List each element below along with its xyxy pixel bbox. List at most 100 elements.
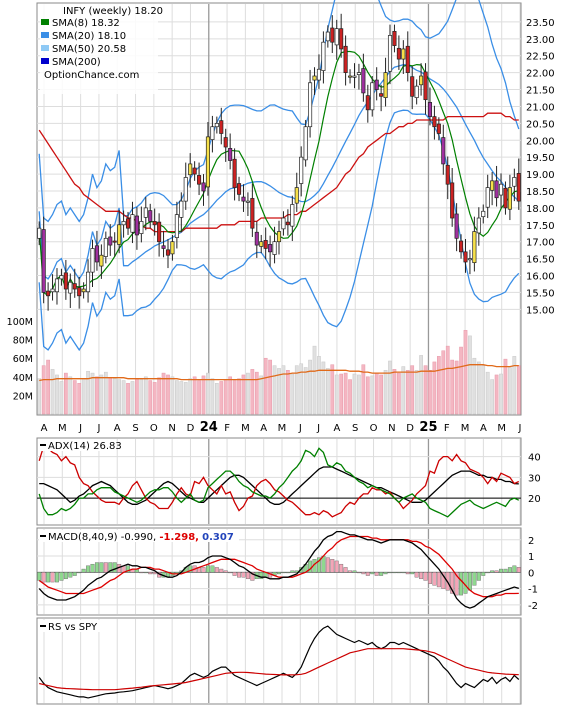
- volume-bar: [334, 374, 339, 415]
- volume-bar: [166, 374, 170, 415]
- macd-histogram-bar: [237, 572, 242, 578]
- sma20-line: [38, 64, 520, 281]
- rs-legend: RS vs SPY: [39, 620, 107, 633]
- volume-bar: [401, 366, 406, 415]
- volume-bar: [55, 374, 59, 415]
- month-label: A: [260, 423, 267, 434]
- volume-bar: [303, 367, 308, 415]
- volume-bar: [437, 356, 441, 415]
- volume-bar: [268, 359, 272, 415]
- macd-tick-label: -1: [528, 585, 538, 596]
- volume-bar: [441, 350, 446, 415]
- macd-histogram-bar: [250, 572, 255, 581]
- volume-bar: [232, 380, 237, 415]
- candle-body: [152, 221, 157, 226]
- candle-body: [392, 31, 397, 46]
- volume-bar: [339, 373, 344, 415]
- candle-body: [339, 28, 344, 50]
- adx-legend: ADX(14) 26.83: [39, 439, 122, 452]
- macd-histogram-bar: [432, 572, 437, 586]
- volume-tick-label: 80M: [13, 336, 33, 347]
- candle-body: [503, 187, 508, 209]
- macd-histogram-bar: [77, 572, 82, 574]
- volume-bar: [512, 356, 517, 415]
- volume-bar: [330, 364, 335, 415]
- macd-tick-label: 1: [528, 552, 534, 563]
- month-label: M: [58, 423, 67, 434]
- volume-bar: [254, 371, 259, 415]
- candle-body: [72, 283, 77, 290]
- macd-title: MACD(8,40,9) -0.990, -1.298, 0.307: [48, 532, 234, 543]
- volume-bar: [86, 370, 90, 415]
- candle-body: [41, 229, 46, 293]
- candle-body: [134, 215, 139, 236]
- macd-histogram-bar: [94, 562, 99, 573]
- candle-body: [441, 137, 446, 165]
- candle-body: [481, 210, 486, 218]
- macd-histogram-bar: [334, 560, 339, 573]
- macd-histogram-bar: [436, 572, 441, 588]
- volume-bar: [397, 372, 401, 415]
- volume-bar: [383, 370, 388, 415]
- legend-sma8: SMA(8) 18.32: [52, 18, 120, 29]
- adx-tick-label: 30: [528, 473, 541, 484]
- macd-histogram-bar: [285, 572, 290, 574]
- macd-histogram-bar: [396, 572, 401, 574]
- volume-bar: [59, 381, 64, 415]
- candle-body: [450, 182, 455, 219]
- candle-body: [210, 126, 215, 140]
- macd-histogram-bar: [103, 562, 108, 573]
- candle-body: [108, 236, 113, 246]
- volume-bar: [170, 376, 175, 415]
- candle-body: [112, 240, 117, 243]
- volume-bar: [103, 371, 108, 415]
- candle-body: [325, 31, 330, 42]
- volume-bar: [108, 377, 113, 415]
- macd-histogram-bar: [99, 562, 104, 573]
- volume-bar: [485, 371, 490, 415]
- month-label: A: [114, 423, 121, 434]
- candle-body: [161, 245, 166, 249]
- candle-body: [290, 204, 295, 227]
- volume-bar: [64, 372, 68, 415]
- macd-histogram-bar: [370, 572, 375, 575]
- candle-body: [86, 271, 91, 293]
- volume-bar: [188, 378, 193, 415]
- macd-histogram-bar: [63, 572, 68, 580]
- macd-tick-label: 0: [528, 568, 534, 579]
- volume-bar: [46, 359, 50, 415]
- month-label: J: [298, 423, 302, 434]
- macd-histogram-bar: [494, 570, 499, 573]
- candle-body: [272, 241, 277, 255]
- macd-histogram-bar: [321, 555, 326, 573]
- candle-body: [405, 45, 410, 73]
- legend-title: INFY (weekly) 18.20: [63, 6, 163, 17]
- candle-body: [250, 198, 255, 229]
- candle-body: [348, 75, 353, 78]
- candle-body: [485, 187, 490, 208]
- volume-bar: [343, 372, 348, 415]
- volume-bar: [126, 383, 130, 415]
- candle-body: [125, 218, 131, 229]
- volume-bar: [152, 382, 157, 415]
- price-tick-label: 20.00: [526, 136, 555, 147]
- macd-histogram-bar: [401, 572, 406, 574]
- rs-legend-bg: [39, 620, 107, 632]
- candle-body: [374, 79, 379, 90]
- adx-title: ADX(14) 26.83: [48, 441, 122, 452]
- price-tick-label: 23.50: [526, 18, 555, 29]
- macd-histogram-bar: [90, 563, 95, 573]
- volume-bar: [459, 346, 463, 415]
- macd-histogram-bar: [245, 572, 250, 580]
- macd-histogram-bar: [210, 565, 215, 573]
- candle-body: [254, 231, 259, 246]
- volume-bar: [37, 378, 42, 415]
- candle-body: [427, 102, 433, 117]
- volume-bar: [223, 379, 228, 415]
- volume-bar: [423, 365, 428, 415]
- volume-bar: [219, 381, 224, 415]
- volume-tick-label: 20M: [13, 391, 33, 402]
- volume-bar: [161, 372, 166, 415]
- macd-histogram-bar: [490, 570, 495, 573]
